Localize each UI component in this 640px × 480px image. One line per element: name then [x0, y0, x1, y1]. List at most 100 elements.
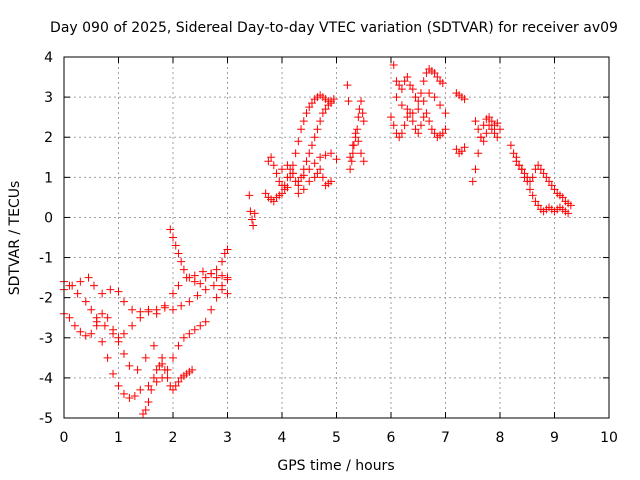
data-point [76, 277, 85, 286]
data-point [100, 321, 109, 330]
x-tick-label: 6 [387, 430, 396, 446]
data-point [419, 113, 428, 122]
data-point [471, 117, 480, 126]
data-point [212, 293, 221, 302]
data-point [76, 327, 85, 336]
y-tick-label: 4 [44, 50, 53, 66]
plot-frame [63, 56, 610, 419]
data-point [249, 221, 258, 230]
data-point [389, 121, 398, 130]
y-tick-label: -3 [39, 331, 53, 347]
series-1 [60, 277, 232, 342]
data-point [139, 409, 148, 418]
data-point [103, 353, 112, 362]
series-8 [261, 95, 338, 206]
data-point [438, 129, 447, 138]
data-point [305, 177, 314, 186]
data-point [149, 373, 158, 382]
x-tick-label: 3 [223, 430, 232, 446]
data-point [280, 181, 289, 190]
data-point [354, 137, 363, 146]
data-point [347, 157, 356, 166]
data-point [482, 129, 491, 138]
data-point [493, 119, 502, 128]
data-point [171, 381, 180, 390]
x-tick-label: 2 [169, 430, 178, 446]
data-point [348, 149, 357, 158]
data-point [278, 189, 286, 198]
data-point [297, 125, 306, 134]
data-point [179, 333, 188, 342]
data-point [171, 241, 180, 250]
data-point [185, 273, 194, 282]
series-5 [166, 225, 232, 288]
data-point [283, 161, 292, 170]
x-tick-label: 5 [332, 430, 341, 446]
data-point [531, 197, 540, 206]
data-point [246, 207, 255, 216]
data-point [416, 89, 425, 98]
data-point [305, 149, 314, 158]
data-point [125, 361, 134, 370]
data-point [106, 285, 115, 294]
data-point [433, 73, 442, 82]
data-point [422, 69, 431, 78]
data-point [460, 143, 469, 152]
data-point [485, 121, 494, 130]
data-point [169, 289, 177, 298]
data-point [344, 97, 353, 106]
data-point [307, 141, 316, 150]
data-point [283, 173, 292, 182]
data-point [269, 197, 278, 206]
data-point [566, 201, 575, 210]
data-point [144, 381, 153, 390]
data-point [185, 329, 194, 338]
data-point [313, 169, 322, 178]
data-point [198, 267, 207, 276]
data-point [509, 149, 518, 158]
data-point [476, 133, 485, 142]
data-point [547, 181, 556, 190]
data-point [185, 297, 194, 306]
data-point [218, 271, 227, 280]
data-point [321, 151, 330, 160]
y-tick-label: -4 [39, 371, 53, 387]
y-tick-label: 2 [44, 130, 53, 146]
data-point [425, 117, 434, 126]
data-point [119, 389, 128, 398]
data-point [310, 133, 319, 142]
data-point [316, 117, 325, 126]
y-tick-label: -1 [39, 251, 53, 267]
data-point [408, 85, 417, 94]
data-point [125, 393, 134, 402]
data-point [485, 113, 494, 122]
data-point [397, 85, 406, 94]
data-point [419, 77, 428, 86]
series-6 [245, 191, 259, 230]
data-point [539, 169, 548, 178]
data-point [136, 385, 145, 394]
data-point [545, 177, 554, 186]
series-9 [278, 149, 341, 186]
data-point [414, 129, 423, 138]
data-point [520, 173, 529, 182]
data-point [302, 157, 311, 166]
data-point [212, 273, 221, 282]
data-point [103, 313, 112, 322]
data-point [160, 303, 169, 312]
data-point [534, 201, 543, 210]
data-point [209, 281, 218, 290]
data-point [149, 341, 158, 350]
data-point [355, 105, 364, 114]
data-point [196, 279, 205, 288]
data-point [207, 305, 216, 314]
data-point [468, 177, 477, 186]
x-tick-label: 9 [550, 430, 559, 446]
data-point [441, 109, 450, 118]
data-point [313, 125, 322, 134]
data-point [114, 337, 123, 346]
x-tick-label: 7 [441, 430, 450, 446]
data-point [220, 249, 229, 258]
data-point [397, 101, 406, 110]
data-point [128, 305, 137, 314]
